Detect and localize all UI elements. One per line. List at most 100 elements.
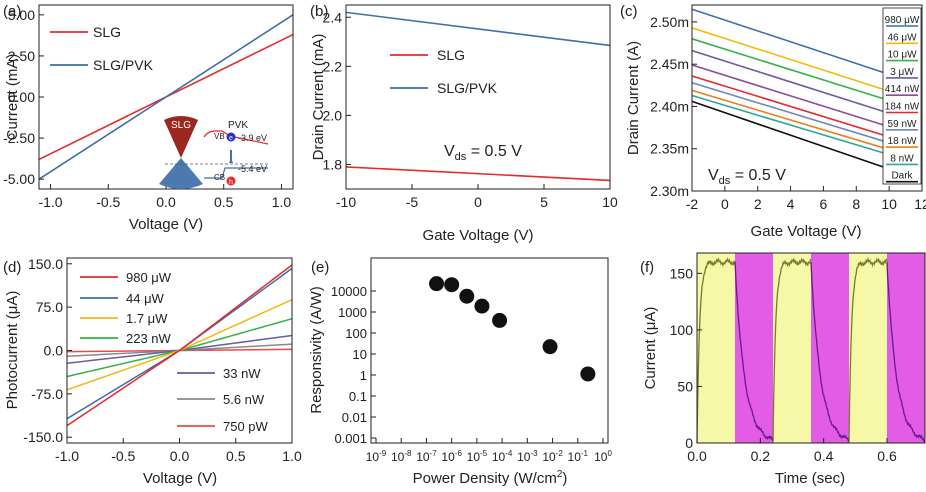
- panel-c-annotation-rest: = 0.5 V: [730, 167, 786, 184]
- panel-d-label: (d): [3, 259, 21, 276]
- a-ytick-label: -2.50: [3, 130, 35, 146]
- legend-d-label: 980 μW: [126, 270, 172, 285]
- panel-f-frame: [696, 252, 926, 444]
- panel-e-point: [580, 366, 596, 382]
- e-xtick-exponent: -9: [379, 449, 387, 458]
- panel-e-xlabel-sup: 2: [557, 469, 563, 480]
- e-xtick-exponent: -6: [455, 449, 463, 458]
- inset-cone-label: SLG: [171, 120, 191, 131]
- f-xtick-label: 0.6: [877, 448, 897, 464]
- a-xtick-label: 1.0: [272, 194, 292, 210]
- legend-d-label: 750 pW: [223, 419, 269, 434]
- e-ytick-label: 1000: [338, 305, 367, 320]
- e-xtick-label: 10-3: [517, 449, 538, 464]
- e-xtick-base: 10: [542, 450, 556, 464]
- f-xtick-label: 0.2: [751, 448, 771, 464]
- legend-c-label: Dark: [891, 171, 913, 182]
- e-xtick-exponent: -8: [404, 449, 412, 458]
- legend-c-label: 3 μW: [890, 67, 914, 78]
- inset-electron-icon: [226, 132, 236, 142]
- c-ytick-label: 2.30m: [650, 183, 689, 199]
- e-xtick-base: 10: [391, 450, 405, 464]
- d-xtick-label: -1.0: [55, 448, 79, 464]
- panel-b-xticks: -10 -5 0 5 10: [336, 184, 618, 210]
- c-xtick-label: 10: [881, 196, 897, 212]
- c-xtick-label: 2: [754, 196, 762, 212]
- panel-f: (f) 0.0 0.2 0.4 0.6 0 50 100 150 Time (sec) Cu…: [640, 252, 926, 487]
- panel-c-series-line: [691, 75, 890, 138]
- panel-f-label: (f): [640, 259, 654, 276]
- b-xtick-label: -10: [336, 194, 356, 210]
- panel-b-series-line: [345, 166, 611, 182]
- d-ytick-label: 0.0: [44, 343, 64, 359]
- legend-c-label: 10 μW: [887, 50, 917, 61]
- f-ytick-label: 150: [670, 265, 694, 281]
- inset-upper-cone: [164, 116, 198, 158]
- panel-b: (b) -10 -5 0 5 10 1.8 2.0 2.2 2.4 Gate Voltage …: [310, 3, 618, 244]
- panel-c-xticks: -2 0 2 4 6 8 10 12: [686, 186, 926, 212]
- inset-cb-energy: -5.4 eV: [238, 164, 267, 174]
- inset-material-label: PVK: [228, 120, 248, 131]
- panel-d-series-line: [66, 264, 293, 427]
- panel-c-series-line: [691, 38, 890, 102]
- e-xtick-label: 10-8: [391, 449, 412, 464]
- panel-b-series-line: [345, 11, 611, 47]
- d-xtick-label: 0.5: [226, 448, 246, 464]
- panel-e-yticks: 0.001 0.01 0.1 1 10 100 1000 10000: [331, 284, 376, 446]
- a-xtick-label: -0.5: [96, 194, 120, 210]
- e-xtick-base: 10: [492, 450, 506, 464]
- e-ytick-label: 0.001: [334, 431, 367, 446]
- panel-e-ylabel: Responsivity (A/W): [308, 286, 325, 414]
- panel-e-point: [429, 276, 445, 292]
- d-xtick-label: 0.0: [170, 448, 190, 464]
- inset-electron-label: e: [229, 135, 233, 142]
- legend-c-label: 46 μW: [887, 32, 917, 43]
- panel-a-ylabel: Current (mA): [4, 54, 21, 141]
- panel-e-point: [444, 277, 460, 293]
- panel-c-series-line: [691, 8, 890, 76]
- panel-d-xlabel: Voltage (V): [143, 470, 217, 487]
- legend-d-label: 5.6 nW: [223, 392, 265, 407]
- panel-e-frame: [370, 257, 609, 444]
- e-xtick-label: 10-6: [441, 449, 462, 464]
- inset-cb-label: CB: [214, 173, 225, 182]
- panel-c-frame: [691, 4, 923, 192]
- e-xtick-label: 10-5: [467, 449, 488, 464]
- panel-a-label: (a): [3, 3, 21, 20]
- panel-b-annotation-sub: ds: [455, 151, 467, 163]
- legend-c-label: 59 nW: [888, 119, 917, 130]
- panel-b-annotation-v: V: [444, 143, 455, 160]
- inset-hole-label: h: [229, 179, 233, 186]
- a-xtick-label: -1.0: [38, 194, 62, 210]
- panel-d-legend: 980 μW 44 μW 1.7 μW 223 nW 33 nW 5.6 nW 750 pW: [80, 270, 269, 434]
- panel-c-annotation-v: V: [708, 167, 719, 184]
- f-ytick-label: 0: [685, 435, 693, 451]
- legend-a-slg-label: SLG: [93, 24, 121, 40]
- panel-c-legend-box: [882, 7, 922, 185]
- panel-b-annotation-rest: = 0.5 V: [466, 143, 522, 160]
- a-xtick-label: 0.5: [214, 194, 234, 210]
- legend-d-label: 33 nW: [223, 366, 261, 381]
- b-xtick-label: -5: [406, 194, 419, 210]
- e-xtick-label: 10-9: [366, 449, 387, 464]
- e-xtick-exponent: -4: [505, 449, 513, 458]
- e-xtick-exponent: -3: [530, 449, 538, 458]
- inset-lower-cone: [159, 158, 203, 189]
- panel-d-xticks: -1.0 -0.5 0.0 0.5 1.0: [55, 438, 302, 464]
- panel-d-lines: [66, 264, 293, 427]
- inset-vb-label: VB: [214, 132, 225, 141]
- legend-d-label: 223 nW: [126, 331, 172, 346]
- e-xtick-label: 10-2: [542, 449, 563, 464]
- c-ytick-label: 2.40m: [650, 98, 689, 114]
- panel-e-xlabel-main: Power Density (W/cm: [413, 470, 557, 487]
- e-xtick-base: 10: [594, 450, 608, 464]
- panel-a-xlabel: Voltage (V): [129, 216, 203, 233]
- panel-b-yticks: 1.8 2.0 2.2 2.4: [323, 9, 351, 172]
- e-xtick-exponent: -2: [556, 449, 564, 458]
- e-xtick-exponent: -1: [581, 449, 589, 458]
- panel-a-xticks: -1.0 -0.5 0.0 0.5 1.0: [38, 184, 291, 210]
- panel-a: (a) -1.0 -0.5 0.0 0.5 1.0 -5.00 -2.50 0.00 2.50…: [3, 3, 294, 233]
- c-ytick-label: 2.35m: [650, 141, 689, 157]
- panel-e-point: [542, 339, 558, 355]
